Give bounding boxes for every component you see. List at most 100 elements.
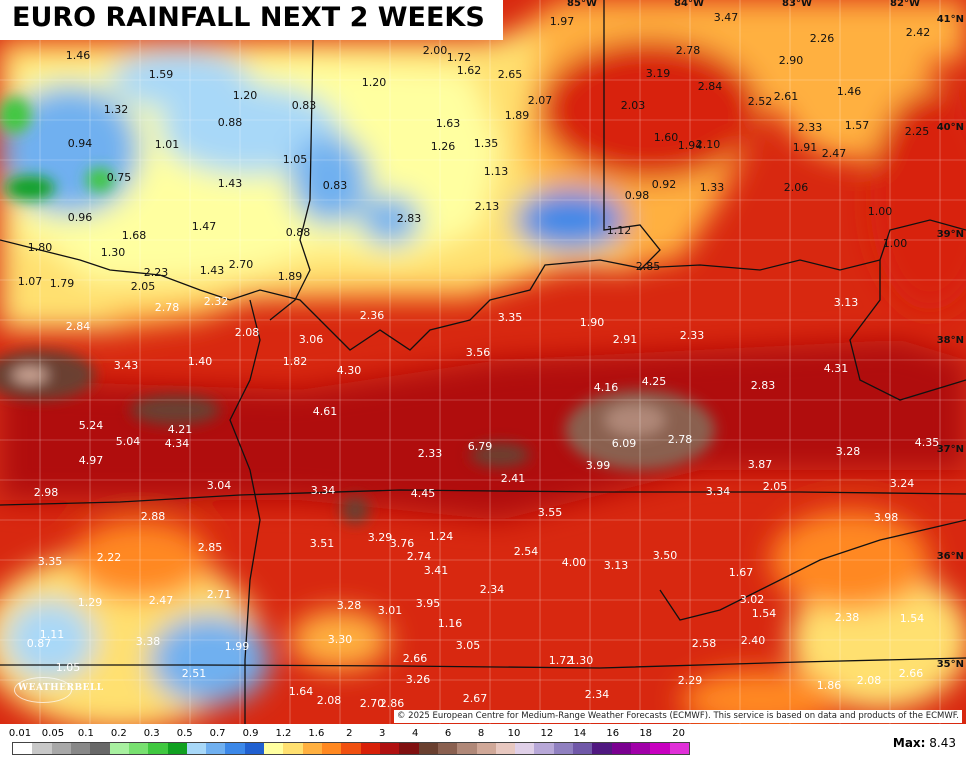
rain-value: 3.99	[585, 459, 611, 472]
rain-value: 3.55	[537, 506, 563, 519]
rain-value: 0.92	[651, 178, 677, 191]
rain-value: 2.23	[143, 266, 169, 279]
rain-value: 3.43	[113, 359, 139, 372]
rain-value: 2.98	[33, 486, 59, 499]
rain-value: 2.08	[234, 326, 260, 339]
rain-value: 0.75	[106, 171, 132, 184]
legend-tick-label: 0.5	[176, 728, 193, 739]
rain-value: 2.78	[667, 433, 693, 446]
rain-value: 1.20	[361, 76, 387, 89]
rain-value: 1.05	[55, 661, 81, 674]
rain-value: 2.58	[691, 637, 717, 650]
legend-swatch	[51, 743, 71, 754]
rain-value: 4.31	[823, 362, 849, 375]
rain-value: 1.54	[751, 607, 777, 620]
rain-value: 3.34	[705, 485, 731, 498]
rain-value: 3.28	[835, 445, 861, 458]
legend-swatch	[186, 743, 207, 754]
rain-value: 1.26	[430, 140, 456, 153]
logo-text: WEATHERBELL	[18, 683, 104, 693]
rain-value: 2.33	[679, 329, 705, 342]
rain-value: 1.79	[49, 277, 75, 290]
rain-value: 1.32	[103, 103, 129, 116]
legend-swatch	[302, 743, 322, 754]
rain-value: 1.99	[224, 640, 250, 653]
rain-value: 2.26	[809, 32, 835, 45]
map-title: EURO RAINFALL NEXT 2 WEEKS	[12, 2, 485, 33]
longitude-label: 83°W	[782, 0, 812, 9]
latitude-label: 36°N	[936, 551, 964, 562]
legend-labels: 0.01 0.05 0.1 0.2 0.3 0.5 0.7 0.9 1.2 1.6 2 3 4 6 8 10 1…	[8, 728, 690, 740]
legend-swatch	[360, 743, 380, 754]
rain-value: 2.83	[750, 379, 776, 392]
rain-value: 2.88	[140, 510, 166, 523]
rain-value: 2.83	[396, 212, 422, 225]
legend-swatch	[437, 743, 458, 754]
rain-value: 4.30	[336, 364, 362, 377]
rain-value: 3.29	[367, 531, 393, 544]
rain-value: 4.45	[410, 487, 436, 500]
rain-value: 3.34	[310, 484, 336, 497]
legend-swatch	[206, 743, 226, 754]
rain-value: 2.36	[359, 309, 385, 322]
rain-value: 1.72	[446, 51, 472, 64]
rain-value: 1.90	[579, 316, 605, 329]
rain-value: 1.11	[39, 628, 65, 641]
rain-value: 3.30	[327, 633, 353, 646]
rain-value: 2.66	[402, 652, 428, 665]
rain-value: 3.76	[389, 537, 415, 550]
rain-value: 1.29	[77, 596, 103, 609]
rain-value: 3.05	[455, 639, 481, 652]
rain-value: 1.01	[154, 138, 180, 151]
rain-value: 3.19	[645, 67, 671, 80]
rain-value: 1.59	[148, 68, 174, 81]
legend-tick-label: 0.01	[8, 728, 32, 739]
legend-swatch	[322, 743, 342, 754]
rain-value: 1.05	[282, 153, 308, 166]
title-panel: EURO RAINFALL NEXT 2 WEEKS	[0, 0, 503, 40]
rain-value: 1.46	[836, 85, 862, 98]
rain-value: 1.91	[792, 141, 818, 154]
rain-value: 2.47	[148, 594, 174, 607]
rainfall-map: EURO RAINFALL NEXT 2 WEEKS 1.97 3.47 2.26 2…	[0, 0, 966, 724]
legend-tick-label: 1.6	[308, 728, 325, 739]
rain-value: 2.03	[620, 99, 646, 112]
rain-value: 2.70	[359, 697, 385, 710]
rain-value: 1.68	[121, 229, 147, 242]
rain-value: 3.35	[37, 555, 63, 568]
ecmwf-credit: © 2025 European Centre for Medium-Range …	[393, 710, 962, 723]
rain-value: 3.87	[747, 458, 773, 471]
rain-value: 3.95	[415, 597, 441, 610]
rain-value: 1.97	[549, 15, 575, 28]
rain-value: 3.35	[497, 311, 523, 324]
longitude-label: 82°W	[890, 0, 920, 9]
rain-value: 6.09	[611, 437, 637, 450]
legend-tick-label: 10	[507, 728, 521, 739]
rain-value: 4.25	[641, 375, 667, 388]
rain-value: 2.47	[821, 147, 847, 160]
rain-value: 3.24	[889, 477, 915, 490]
rain-value: 3.38	[135, 635, 161, 648]
legend-tick-label: 6	[444, 728, 452, 739]
rain-value: 1.12	[606, 224, 632, 237]
legend-swatch	[225, 743, 245, 754]
legend-swatch	[244, 743, 265, 754]
legend-tick-label: 0.9	[242, 728, 259, 739]
rain-value: 2.41	[500, 472, 526, 485]
longitude-label: 85°W	[567, 0, 597, 9]
latitude-label: 39°N	[936, 229, 964, 240]
latitude-label: 38°N	[936, 335, 964, 346]
rain-value: 2.06	[783, 181, 809, 194]
rain-value: 2.05	[130, 280, 156, 293]
rain-value: 4.16	[593, 381, 619, 394]
legend-tick-label: 8	[477, 728, 485, 739]
legend-swatch	[264, 743, 284, 754]
rain-value: 2.29	[677, 674, 703, 687]
rain-value: 0.88	[217, 116, 243, 129]
rain-value: 2.07	[527, 94, 553, 107]
legend-swatch	[13, 743, 33, 754]
legend-swatch	[650, 743, 670, 754]
rain-value: 0.94	[67, 137, 93, 150]
rain-value: 2.85	[635, 260, 661, 273]
rain-value: 2.38	[834, 611, 860, 624]
